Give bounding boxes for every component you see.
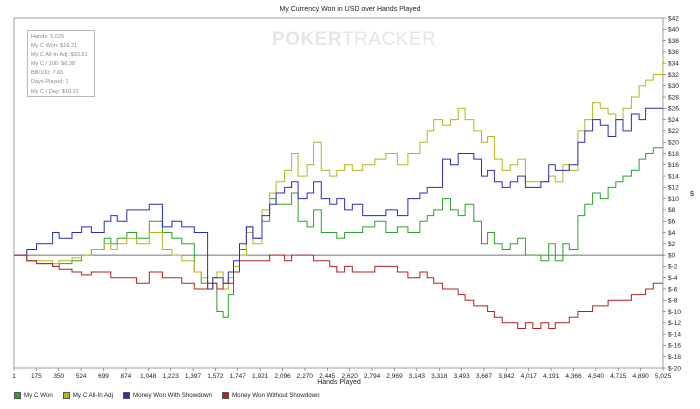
- x-tick-label: 2,096: [274, 373, 291, 380]
- legend-item-won[interactable]: My C Won: [14, 391, 53, 399]
- x-tick-label: 1,397: [185, 373, 202, 380]
- legend-item-non-showdown[interactable]: Money Won Without Showdown: [221, 391, 320, 399]
- legend-label-allin-adj: My C All-In Adj: [72, 391, 113, 399]
- y-tick-label: $34: [668, 60, 679, 67]
- x-tick-label: 3,143: [409, 373, 426, 380]
- stat-days-played: Days Played: 1: [31, 79, 69, 86]
- y-axis: $42 $40 $38 $36 $34 $32 $30 $28 $26 $24 $22 $20 $18 $…: [663, 15, 681, 372]
- x-tick-label: 4,890: [632, 373, 649, 380]
- legend-swatch-allin-adj: [62, 391, 70, 399]
- x-tick-label: 4,017: [521, 373, 538, 380]
- y-tick-label: $-20: [668, 365, 681, 372]
- legend-swatch-showdown: [123, 391, 130, 399]
- stat-won: My C Won: $19.21: [31, 43, 78, 50]
- x-tick-label: 2,620: [342, 373, 359, 380]
- x-tick-label: 874: [120, 373, 131, 380]
- y-tick-label: $8: [668, 207, 676, 214]
- y-tick-label: $6: [668, 219, 676, 226]
- y-tick-label: $38: [668, 38, 679, 45]
- y-tick-label: $10: [668, 196, 679, 203]
- series-layer: [14, 57, 664, 329]
- x-tick-label: 3,842: [498, 373, 515, 380]
- y-tick-label: $-10: [668, 309, 681, 316]
- x-tick-label: 2,270: [297, 373, 314, 380]
- y-tick-label: $26: [668, 106, 679, 113]
- x-tick-label: 1,921: [252, 373, 269, 380]
- x-tick-label: 1,747: [230, 373, 247, 380]
- x-tick-label: 3,667: [476, 373, 493, 380]
- stat-per-day: My C / Day: $19.21: [31, 88, 79, 95]
- x-tick-label: 4,366: [565, 373, 582, 380]
- x-tick-label: 2,445: [319, 373, 336, 380]
- x-tick-label: 4,191: [543, 373, 560, 380]
- stats-box: Hands: 5,025 My C Won: $19.21 My C All-I…: [27, 30, 95, 97]
- x-tick-label: 524: [76, 373, 87, 380]
- x-tick-label: 1: [12, 373, 16, 380]
- x-tick-label: 2,969: [386, 373, 403, 380]
- y-tick-label: $-18: [668, 354, 681, 361]
- series-line-1: [14, 57, 664, 290]
- x-tick-label: 1,048: [140, 373, 157, 380]
- y-axis-label: $: [690, 191, 694, 198]
- y-tick-label: $-14: [668, 331, 681, 338]
- y-tick-label: $-8: [668, 298, 678, 305]
- watermark-thin: TRACKER: [342, 29, 437, 50]
- x-axis: 1 175 350 524 699 874 1,048 1,223 1,397 1,572 1,74…: [12, 368, 672, 380]
- x-tick-label: 5,025: [655, 373, 672, 380]
- x-tick-label: 3,493: [453, 373, 470, 380]
- x-axis-label: Hands Played: [317, 379, 361, 386]
- stat-per-100: My C / 100: $0.38: [31, 61, 76, 68]
- legend-swatch-won: [14, 391, 21, 399]
- stat-bb-100: BB/100: 7.65: [31, 70, 64, 77]
- stat-hands: Hands: 5,025: [31, 34, 65, 40]
- x-tick-label: 2,794: [364, 373, 381, 380]
- legend-label-showdown: Money Won With Showdown: [133, 391, 212, 399]
- x-tick-label: 175: [31, 373, 42, 380]
- y-tick-label: $14: [668, 173, 679, 180]
- x-tick-label: 350: [53, 373, 64, 380]
- x-tick-label: 4,715: [610, 373, 627, 380]
- x-tick-label: 1,572: [207, 373, 224, 380]
- plot-area: [13, 17, 664, 369]
- y-tick-label: $-12: [668, 320, 681, 327]
- pokertracker-watermark-logo: POKERTRACKER: [272, 29, 436, 51]
- y-tick-label: $24: [668, 117, 679, 124]
- legend: My C Won My C All-In Adj Money Won With …: [14, 388, 320, 402]
- y-tick-label: $2: [668, 241, 676, 248]
- y-tick-label: $20: [668, 139, 679, 146]
- y-tick-label: $-16: [668, 343, 681, 350]
- legend-swatch-non-showdown: [221, 391, 229, 399]
- y-tick-label: $-2: [668, 264, 678, 271]
- y-tick-label: $36: [668, 49, 679, 56]
- y-tick-label: $0: [668, 252, 676, 259]
- y-tick-label: $4: [668, 230, 676, 237]
- legend-item-allin-adj[interactable]: My C All-In Adj: [62, 391, 113, 399]
- y-tick-label: $12: [668, 185, 679, 192]
- x-tick-label: 1,223: [163, 373, 180, 380]
- series-line-2: [14, 107, 663, 290]
- y-tick-label: $28: [668, 94, 679, 101]
- y-tick-label: $22: [668, 128, 679, 135]
- watermark-bold: POKER: [272, 29, 343, 50]
- y-tick-label: $42: [668, 15, 679, 22]
- series-line-3: [14, 254, 663, 329]
- x-tick-label: 699: [98, 373, 109, 380]
- stat-allin-adj: My C All-In Adj: $33.51: [31, 52, 88, 59]
- y-tick-label: $18: [668, 151, 679, 158]
- y-tick-label: $-4: [668, 275, 678, 282]
- y-tick-label: $40: [668, 27, 679, 34]
- y-tick-label: $30: [668, 83, 679, 90]
- legend-item-showdown[interactable]: Money Won With Showdown: [123, 391, 212, 399]
- y-tick-label: $32: [668, 72, 679, 79]
- y-tick-label: $-6: [668, 286, 678, 293]
- legend-label-won: My C Won: [24, 391, 53, 399]
- y-tick-label: $16: [668, 162, 679, 169]
- x-tick-label: 4,540: [588, 373, 605, 380]
- chart-title: My Currency Won in USD over Hands Played: [279, 6, 420, 13]
- x-tick-label: 3,318: [431, 373, 448, 380]
- legend-label-non-showdown: Money Won Without Showdown: [231, 391, 320, 399]
